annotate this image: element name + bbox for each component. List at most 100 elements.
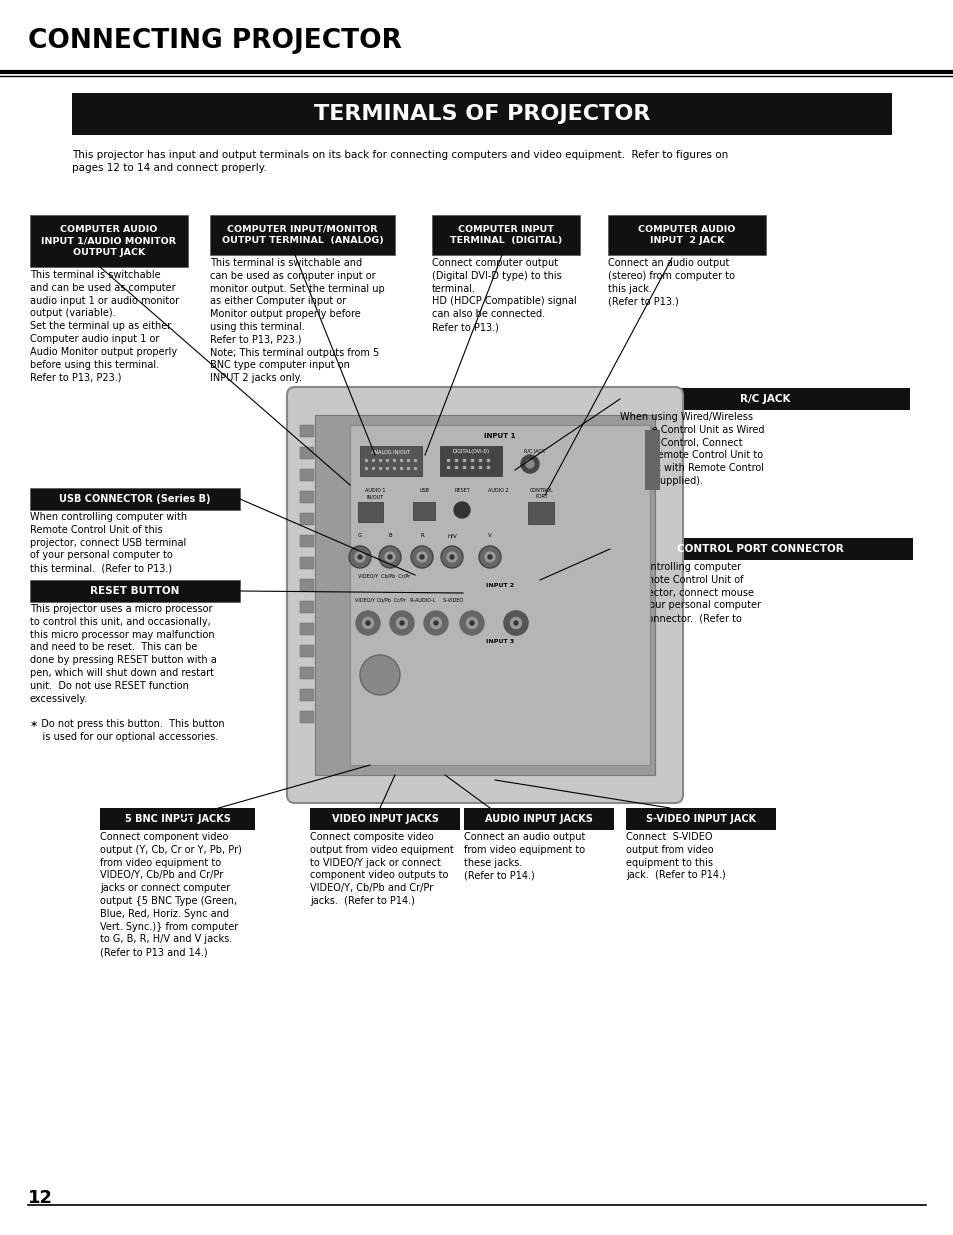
Text: ANALOG IN/OUT: ANALOG IN/OUT xyxy=(371,450,410,454)
Circle shape xyxy=(385,552,395,562)
Circle shape xyxy=(396,618,407,629)
Text: When controlling computer
with Remote Control Unit of
this projector, connect mo: When controlling computer with Remote Co… xyxy=(607,562,760,636)
Circle shape xyxy=(488,555,492,559)
Bar xyxy=(299,513,314,525)
Text: COMPUTER INPUT
TERMINAL  (DIGITAL): COMPUTER INPUT TERMINAL (DIGITAL) xyxy=(450,225,561,246)
Circle shape xyxy=(362,618,374,629)
Text: This projector has input and output terminals on its back for connecting compute: This projector has input and output term… xyxy=(71,149,727,173)
Text: COMPUTER AUDIO
INPUT 1/AUDIO MONITOR
OUTPUT JACK: COMPUTER AUDIO INPUT 1/AUDIO MONITOR OUT… xyxy=(42,225,176,257)
Text: Connect  S-VIDEO
output from video
equipment to this
jack.  (Refer to P14.): Connect S-VIDEO output from video equipm… xyxy=(625,832,725,881)
Bar xyxy=(299,689,314,701)
Bar xyxy=(359,446,421,475)
Circle shape xyxy=(510,618,521,629)
Circle shape xyxy=(503,611,527,635)
Bar xyxy=(30,215,188,267)
Bar xyxy=(463,808,614,830)
Circle shape xyxy=(484,552,495,562)
Bar xyxy=(619,388,909,410)
Text: COMPUTER INPUT/MONITOR
OUTPUT TERMINAL  (ANALOG): COMPUTER INPUT/MONITOR OUTPUT TERMINAL (… xyxy=(221,225,383,246)
Bar xyxy=(357,501,382,522)
Circle shape xyxy=(503,611,527,635)
Circle shape xyxy=(447,552,456,562)
Bar xyxy=(299,645,314,657)
Bar xyxy=(299,622,314,635)
Text: AUDIO 2: AUDIO 2 xyxy=(487,488,508,493)
Text: R/C JACK: R/C JACK xyxy=(739,394,789,404)
Circle shape xyxy=(390,611,414,635)
Text: Connect an audio output
from video equipment to
these jacks.
(Refer to P14.): Connect an audio output from video equip… xyxy=(463,832,585,881)
Circle shape xyxy=(450,555,454,559)
Bar xyxy=(299,579,314,592)
Text: INPUT 3: INPUT 3 xyxy=(485,638,514,643)
Text: CONTROL PORT CONNECTOR: CONTROL PORT CONNECTOR xyxy=(677,543,843,555)
Circle shape xyxy=(430,618,441,629)
Bar xyxy=(30,488,240,510)
Bar xyxy=(432,215,579,254)
Bar xyxy=(299,557,314,569)
Text: R/C JACK: R/C JACK xyxy=(523,450,544,454)
Circle shape xyxy=(514,621,517,625)
Text: R: R xyxy=(419,534,423,538)
Circle shape xyxy=(399,621,403,625)
Bar xyxy=(350,425,649,764)
Circle shape xyxy=(359,655,399,695)
Bar xyxy=(71,93,891,135)
Bar xyxy=(439,446,501,475)
Text: G: G xyxy=(357,534,362,538)
Bar xyxy=(625,808,775,830)
Bar xyxy=(299,492,314,503)
Circle shape xyxy=(419,555,423,559)
Circle shape xyxy=(388,555,392,559)
Bar xyxy=(299,601,314,613)
Text: This terminal is switchable
and can be used as computer
audio input 1 or audio m: This terminal is switchable and can be u… xyxy=(30,270,179,383)
Circle shape xyxy=(478,546,500,568)
Bar xyxy=(299,425,314,437)
Circle shape xyxy=(525,459,534,468)
Text: V: V xyxy=(488,534,492,538)
Bar xyxy=(30,580,240,601)
FancyBboxPatch shape xyxy=(287,387,682,803)
Circle shape xyxy=(454,501,470,517)
Text: DIGITAL(DVI-D): DIGITAL(DVI-D) xyxy=(452,450,489,454)
Circle shape xyxy=(366,621,370,625)
Text: USB CONNECTOR (Series B): USB CONNECTOR (Series B) xyxy=(59,494,211,504)
Text: This terminal is switchable and
can be used as computer input or
monitor output.: This terminal is switchable and can be u… xyxy=(210,258,384,383)
Bar xyxy=(527,501,554,524)
Text: H/V: H/V xyxy=(447,534,456,538)
Bar xyxy=(310,808,459,830)
Text: AUDIO INPUT JACKS: AUDIO INPUT JACKS xyxy=(484,814,593,824)
Bar xyxy=(299,667,314,679)
Bar xyxy=(299,711,314,722)
Bar xyxy=(413,501,435,520)
Text: VIDEO INPUT JACKS: VIDEO INPUT JACKS xyxy=(332,814,438,824)
Text: VIDEO/Y  Cb/Pb  Cr/Pr: VIDEO/Y Cb/Pb Cr/Pr xyxy=(357,573,410,578)
Text: Connect computer output
(Digital DVI-D type) to this
terminal.
HD (HDCP Compatib: Connect computer output (Digital DVI-D t… xyxy=(432,258,577,332)
Text: CONNECTING PROJECTOR: CONNECTING PROJECTOR xyxy=(28,28,401,54)
Text: 5 BNC INPUT JACKS: 5 BNC INPUT JACKS xyxy=(125,814,231,824)
Circle shape xyxy=(423,611,448,635)
Circle shape xyxy=(466,618,477,629)
Text: This projector uses a micro processor
to control this unit, and occasionally,
th: This projector uses a micro processor to… xyxy=(30,604,224,742)
Text: B: B xyxy=(388,534,392,538)
Circle shape xyxy=(416,552,427,562)
Text: 12: 12 xyxy=(28,1189,53,1207)
Circle shape xyxy=(355,611,379,635)
Circle shape xyxy=(349,546,371,568)
Circle shape xyxy=(520,454,538,473)
Circle shape xyxy=(357,555,361,559)
Text: INPUT 1: INPUT 1 xyxy=(484,433,516,438)
Bar xyxy=(210,215,395,254)
Bar xyxy=(314,415,655,776)
Text: INPUT 2: INPUT 2 xyxy=(485,583,514,588)
Bar xyxy=(607,215,765,254)
Text: TERMINALS OF PROJECTOR: TERMINALS OF PROJECTOR xyxy=(314,104,650,124)
Text: RESET: RESET xyxy=(454,488,470,493)
Bar xyxy=(299,469,314,480)
Bar xyxy=(100,808,254,830)
Bar xyxy=(607,538,912,559)
Text: AUDIO 1
IN/OUT: AUDIO 1 IN/OUT xyxy=(364,488,385,499)
Circle shape xyxy=(355,552,365,562)
Circle shape xyxy=(434,621,437,625)
Text: COMPUTER AUDIO
INPUT  2 JACK: COMPUTER AUDIO INPUT 2 JACK xyxy=(638,225,735,246)
Text: USB: USB xyxy=(419,488,430,493)
